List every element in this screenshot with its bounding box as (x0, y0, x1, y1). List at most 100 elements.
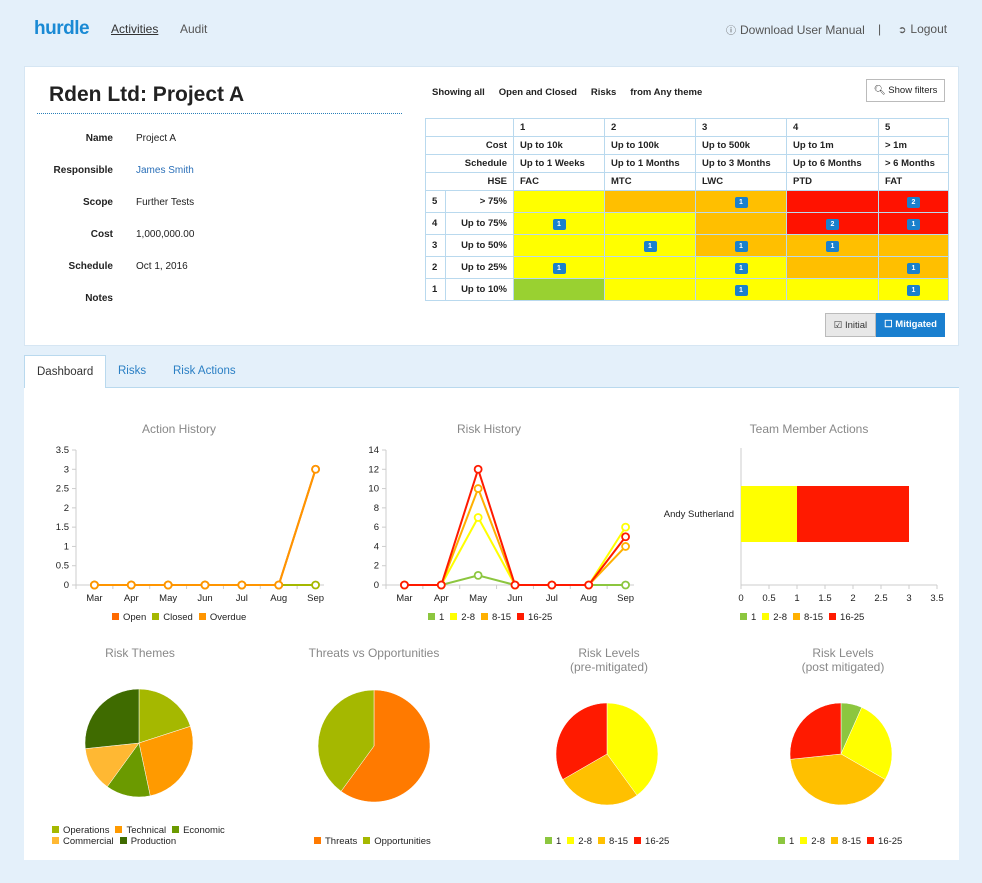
matrix-cell[interactable]: 1 (513, 212, 605, 235)
matrix-cell[interactable] (786, 256, 879, 279)
legend-item[interactable]: 8-15 (596, 836, 628, 847)
matrix-cell[interactable] (695, 212, 787, 235)
risk-count-badge[interactable]: 2 (826, 218, 839, 230)
hurdle-logo[interactable]: hurdle (34, 18, 90, 39)
risk-count-badge[interactable]: 1 (907, 284, 920, 296)
legend-item[interactable]: 2-8 (565, 836, 592, 847)
field-responsible: Responsible James Smith (53, 165, 194, 176)
initial-toggle-button[interactable]: ☑ Initial (824, 313, 877, 337)
legend-item[interactable]: Opportunities (361, 836, 431, 847)
legend-item[interactable]: 1 (738, 612, 756, 623)
matrix-cell[interactable]: 1 (878, 256, 949, 279)
legend-label: 2-8 (578, 836, 593, 847)
legend-item[interactable]: Operations (50, 825, 109, 836)
legend-label: 2-8 (811, 836, 826, 847)
risk-count-badge[interactable]: 1 (826, 240, 839, 252)
matrix-cell[interactable] (604, 278, 696, 301)
x-tick-label: 3 (906, 593, 911, 604)
legend-label: Open (123, 612, 147, 623)
show-filters-button[interactable]: 🔍︎ Show filters (866, 79, 945, 102)
legend-item[interactable]: 2-8 (448, 612, 475, 623)
x-tick-label: 2.5 (874, 593, 887, 604)
risk-count-badge[interactable]: 1 (734, 262, 748, 274)
matrix-cell[interactable]: 1 (695, 256, 787, 279)
data-point (473, 484, 483, 493)
legend-item[interactable]: Threats (312, 836, 357, 847)
legend-item[interactable]: Commercial (50, 836, 114, 847)
matrix-cell[interactable] (513, 190, 605, 213)
x-tick-label: 3.5 (930, 593, 943, 604)
tab-dashboard[interactable]: Dashboard (24, 355, 107, 389)
risk-count-badge[interactable]: 1 (734, 196, 748, 208)
tab-risks[interactable]: Risks (118, 365, 147, 377)
legend-item[interactable]: Technical (113, 825, 166, 836)
matrix-cell[interactable]: 1 (695, 190, 787, 213)
matrix-cell[interactable]: 1 (695, 234, 787, 257)
y-tick-label: 1 (64, 541, 69, 552)
matrix-cell[interactable]: 2 (786, 212, 879, 235)
legend-item[interactable]: 8-15 (791, 612, 823, 623)
legend-label: 1 (439, 612, 445, 623)
legend-item[interactable]: Open (110, 612, 146, 623)
risk-count-badge[interactable]: 2 (907, 196, 920, 208)
legend-item[interactable]: 16-25 (827, 612, 864, 623)
matrix-cell[interactable] (786, 190, 879, 213)
data-point (621, 532, 630, 542)
legend-item[interactable]: 8-15 (479, 612, 511, 623)
legend-item[interactable]: 8-15 (829, 836, 861, 847)
pie-slice-8-15 (790, 753, 886, 806)
legend-item[interactable]: 16-25 (632, 836, 669, 847)
mitigated-toggle-button[interactable]: ☐ Mitigated (876, 313, 945, 337)
risk-count-badge[interactable]: 1 (907, 218, 920, 230)
risk-count-badge[interactable]: 1 (734, 284, 748, 296)
risk-count-badge[interactable]: 1 (734, 240, 748, 252)
impact-value: Up to 500k (695, 136, 787, 155)
legend-label: 1 (751, 612, 757, 623)
legend-item[interactable]: 1 (776, 836, 794, 847)
legend-item[interactable]: Overdue (197, 612, 246, 623)
legend-swatch (829, 613, 837, 620)
tab-risk-actions[interactable]: Risk Actions (173, 365, 236, 377)
risk-count-badge[interactable]: 1 (643, 240, 657, 252)
risk-count-badge[interactable]: 1 (552, 218, 566, 230)
data-point (163, 580, 173, 590)
legend-item[interactable]: 1 (543, 836, 561, 847)
matrix-cell[interactable] (604, 256, 696, 279)
logout-link[interactable]: ➲ Logout (898, 22, 948, 36)
legend-swatch (152, 613, 160, 620)
legend-item[interactable]: 16-25 (515, 612, 552, 623)
matrix-cell[interactable]: 1 (786, 234, 879, 257)
x-tick-label: Apr (124, 593, 139, 604)
legend-item[interactable]: Economic (170, 825, 225, 836)
responsible-link[interactable]: James Smith (136, 165, 194, 176)
legend-item[interactable]: Production (118, 836, 176, 847)
matrix-cell[interactable]: 1 (878, 278, 949, 301)
legend-item[interactable]: 2-8 (760, 612, 787, 623)
legend-swatch (198, 613, 206, 620)
matrix-cell[interactable]: 1 (604, 234, 696, 257)
matrix-cell[interactable] (604, 190, 696, 213)
matrix-cell[interactable]: 1 (513, 256, 605, 279)
legend-label: 1 (556, 836, 562, 847)
legend-item[interactable]: 2-8 (798, 836, 825, 847)
likelihood-number: 3 (425, 234, 446, 257)
matrix-cell[interactable]: 1 (695, 278, 787, 301)
matrix-cell[interactable] (513, 234, 605, 257)
legend-item[interactable]: 1 (426, 612, 444, 623)
legend-label: 16-25 (878, 836, 903, 847)
download-manual-link[interactable]: ⓘ Download User Manual (726, 23, 865, 37)
matrix-cell[interactable] (878, 234, 949, 257)
nav-audit-link[interactable]: Audit (180, 22, 208, 36)
nav-activities-link[interactable]: Activities (111, 22, 159, 36)
matrix-cell[interactable]: 1 (878, 212, 949, 235)
dashboard-tabs: Dashboard Risks Risk Actions (24, 355, 959, 389)
matrix-cell[interactable] (604, 212, 696, 235)
risk-count-badge[interactable]: 1 (552, 262, 566, 274)
pie-slice-operations (138, 688, 191, 744)
matrix-cell[interactable] (786, 278, 879, 301)
legend-item[interactable]: Closed (150, 612, 193, 623)
matrix-cell[interactable]: 2 (878, 190, 949, 213)
matrix-cell[interactable] (513, 278, 605, 301)
legend-item[interactable]: 16-25 (865, 836, 902, 847)
risk-count-badge[interactable]: 1 (907, 262, 920, 274)
